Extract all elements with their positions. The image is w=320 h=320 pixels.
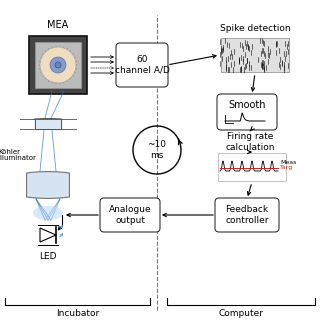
Ellipse shape <box>50 57 66 73</box>
FancyBboxPatch shape <box>100 198 160 232</box>
Text: Feedback
controller: Feedback controller <box>225 205 269 225</box>
Bar <box>218 153 286 181</box>
FancyBboxPatch shape <box>116 43 168 87</box>
Text: Smooth: Smooth <box>228 100 266 110</box>
FancyBboxPatch shape <box>215 198 279 232</box>
Text: Incubator: Incubator <box>56 309 99 318</box>
Text: 60
channel A/D: 60 channel A/D <box>115 55 169 75</box>
Polygon shape <box>27 172 69 198</box>
Text: ~10
ms: ~10 ms <box>148 140 166 160</box>
Ellipse shape <box>55 62 61 68</box>
Text: MEA: MEA <box>47 20 68 30</box>
Text: Computer: Computer <box>219 309 263 318</box>
Text: Analogue
output: Analogue output <box>109 205 151 225</box>
Ellipse shape <box>40 47 76 83</box>
Text: LED: LED <box>39 252 57 261</box>
Text: Targ: Targ <box>280 165 293 171</box>
FancyBboxPatch shape <box>217 94 277 130</box>
Bar <box>29 36 87 94</box>
Text: Firing rate
calculation: Firing rate calculation <box>225 132 275 152</box>
Text: Spike detection: Spike detection <box>220 24 290 33</box>
Text: Köhler
illuminator: Köhler illuminator <box>0 148 36 162</box>
Polygon shape <box>40 228 56 242</box>
Ellipse shape <box>33 206 63 220</box>
Text: Meas: Meas <box>280 159 296 164</box>
Bar <box>35 42 81 88</box>
Bar <box>221 38 289 72</box>
